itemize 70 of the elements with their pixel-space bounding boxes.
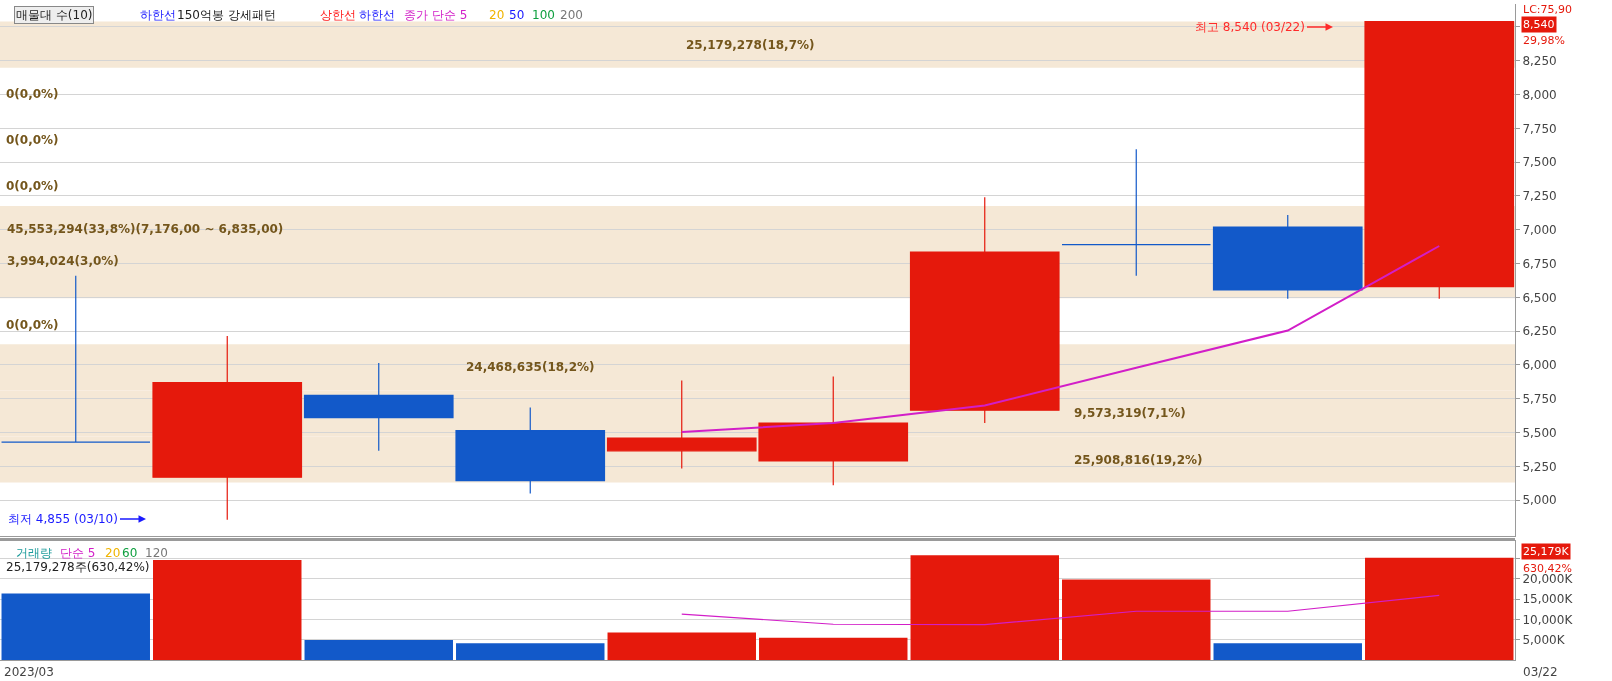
y-tick-label: 5,000K [1522, 632, 1566, 647]
y-tick-label: 5,000 [1522, 493, 1557, 508]
annotation: 120 [145, 546, 168, 560]
annotation: 하한선 [359, 8, 395, 22]
annotation: 0(0,0%) [6, 87, 59, 101]
annotation: 200 [560, 8, 583, 22]
y-tick-label: 7,000 [1522, 222, 1557, 237]
bar [1365, 557, 1514, 660]
text: 8,540 [1523, 18, 1555, 31]
text: 단순 5 [60, 546, 96, 560]
candlestick [0, 275, 151, 443]
band-label: 3,994,024(3,0%) [7, 254, 119, 268]
candlestick [455, 406, 606, 495]
y-tick-label: 7,500 [1522, 155, 1557, 170]
bar [607, 632, 756, 660]
y-tick-label: 6,500 [1522, 290, 1557, 305]
text: LC:75,90 [1523, 3, 1573, 16]
y-tick-label: 7,750 [1522, 121, 1557, 136]
line-series [680, 245, 1441, 433]
y-tick-label: 5,750 [1522, 391, 1557, 406]
band-label: 24,468,635(18,2%) [466, 360, 595, 374]
bar [910, 555, 1059, 660]
annotation: 최저 4,855 (03/10) [8, 512, 118, 526]
annotation: 100 [532, 8, 555, 22]
annotation: 0(0,0%) [6, 179, 59, 193]
candlestick [152, 335, 303, 521]
band-label: 45,553,294(33,8%)(7,176,00 ~ 6,835,00) [7, 222, 284, 236]
annotation: 상한선 [320, 8, 356, 22]
band-label: 25,179,278(18,7%) [686, 38, 815, 52]
candlestick [909, 196, 1060, 424]
y-tick-label: 5,250 [1522, 459, 1557, 474]
annotation: 0(0,0%) [6, 133, 59, 147]
text: 2023/03 [4, 665, 54, 679]
y-tick-label: 15,000K [1522, 592, 1574, 607]
annotation: 0(0,0%) [6, 318, 59, 332]
bar [759, 637, 908, 660]
annotation: 20 [489, 8, 505, 22]
annotation: 매물대 수(10) [16, 8, 93, 22]
bar [153, 560, 302, 660]
y-tick-label: 5,500 [1522, 425, 1557, 440]
bar [1, 593, 150, 660]
annotation: 최고 8,540 (03/22) [1195, 20, 1305, 34]
annotation: 25,179,278주(630,42%) [6, 560, 150, 574]
annotation: 거래량 [16, 546, 52, 560]
annotation: 하한선 [140, 8, 176, 22]
y-tick-label: 6,750 [1522, 256, 1557, 271]
text: 종가 단순 5 [404, 8, 468, 22]
bar [1213, 643, 1362, 660]
annotation: 20 [105, 546, 121, 560]
annotation: 150억봉 강세패턴 [177, 8, 276, 22]
y-tick-label: 10,000K [1522, 612, 1574, 627]
candlestick [303, 362, 454, 452]
line-series [681, 594, 1440, 626]
bar [456, 643, 605, 660]
y-tick-label: 7,250 [1522, 189, 1557, 204]
candlestick [1212, 214, 1363, 300]
text: 03/22 [1523, 665, 1558, 679]
annotation: 60 [122, 546, 138, 560]
candlestick [1061, 148, 1212, 277]
text: 25,179K [1523, 545, 1570, 558]
text: 29,98% [1523, 34, 1565, 47]
y-tick-label: 6,000 [1522, 358, 1557, 373]
bar [304, 640, 453, 660]
annotation: 50 [509, 8, 525, 22]
band-label: 25,908,816(19,2%) [1074, 453, 1203, 467]
y-tick-label: 8,000 [1522, 87, 1557, 102]
band-label: 9,573,319(7,1%) [1074, 406, 1186, 420]
bar [1062, 579, 1211, 660]
y-tick-label: 6,250 [1522, 324, 1557, 339]
y-tick-label: 8,250 [1522, 53, 1557, 68]
